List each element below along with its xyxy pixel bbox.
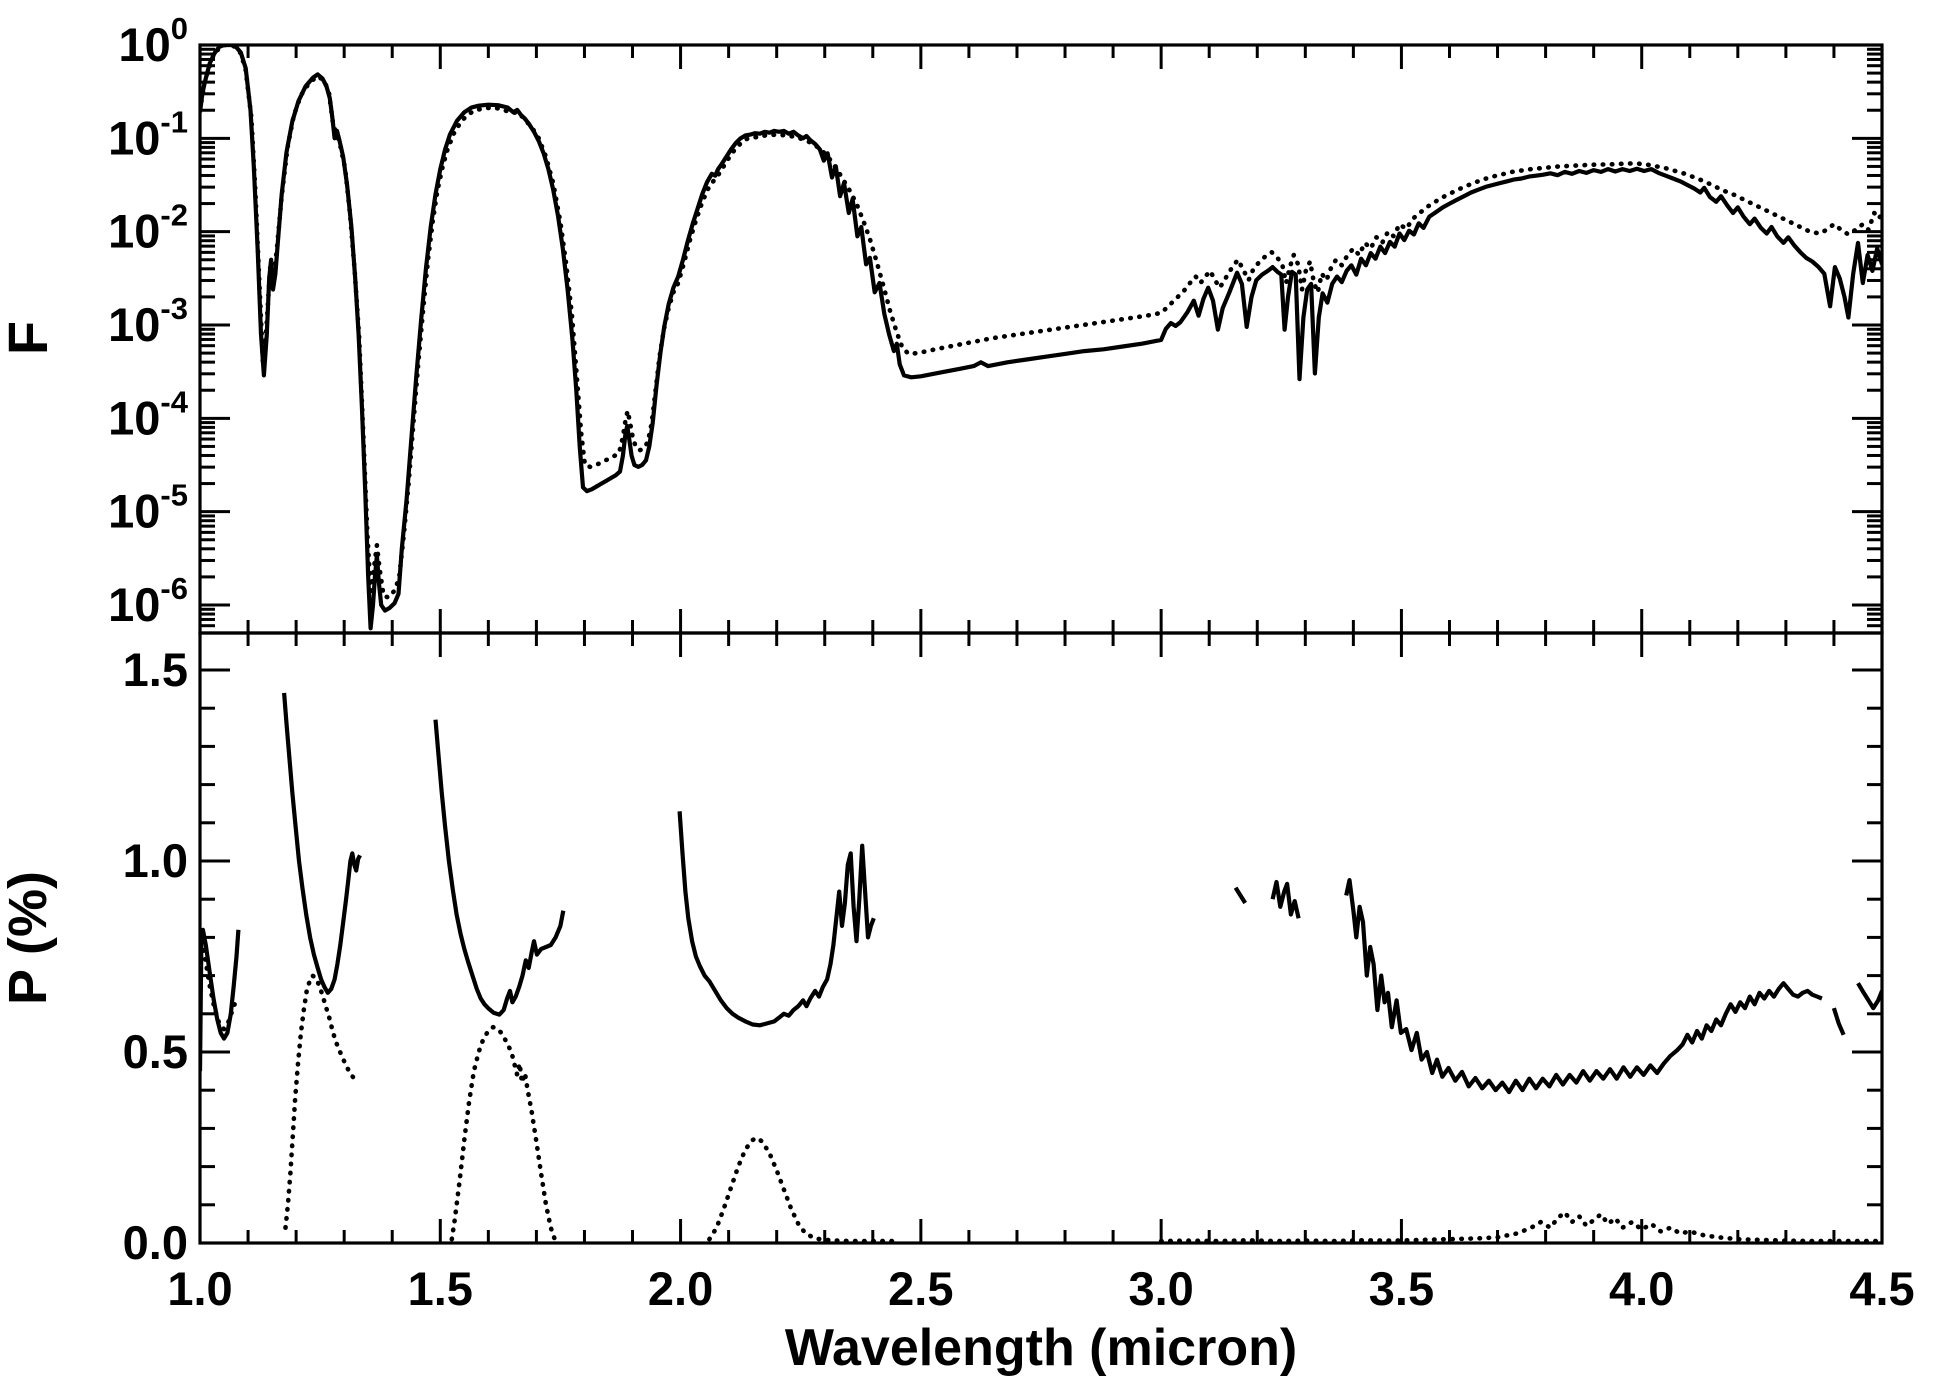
wavelength-tick-label: 2.5 <box>888 1262 953 1315</box>
polarization-dotted-curve-2 <box>449 1024 557 1242</box>
x-axis-ticks <box>198 45 1884 1243</box>
wavelength-tick-label: 2.0 <box>648 1262 713 1315</box>
wavelength-tick-label: 1.0 <box>167 1262 232 1315</box>
flux-y-ticks <box>200 43 1882 628</box>
polarization-solid-curve-4 <box>1233 886 1247 905</box>
polarization-tick-labels: 0.0 0.5 1.0 1.5 <box>123 643 188 1269</box>
polarization-solid-curve-0 <box>200 927 241 1072</box>
polarization-dotted-curve-1 <box>283 973 359 1230</box>
wavelength-axis-title: Wavelength (micron) <box>784 1319 1298 1377</box>
flux-tick-label: 10-5 <box>108 478 188 538</box>
polarization-solid-curve-3 <box>677 811 876 1028</box>
polarization-solid-curve-2 <box>433 719 566 1017</box>
polarization-solid-curve-8 <box>1856 982 1882 1011</box>
polarization-dotted-curve-0 <box>200 938 237 1032</box>
polarization-solid-curve-5 <box>1270 879 1301 919</box>
wavelength-tick-label: 3.5 <box>1369 1262 1434 1315</box>
polarization-tick-label: 0.5 <box>123 1025 188 1078</box>
polarization-dotted-curve-4 <box>1158 1210 1882 1243</box>
flux-tick-label: 10-6 <box>108 571 188 631</box>
wavelength-tick-labels: 1.0 1.5 2.0 2.5 3.0 3.5 4.0 4.5 <box>167 1262 1914 1315</box>
polarization-tick-label: 1.0 <box>123 834 188 887</box>
wavelength-tick-label: 3.0 <box>1128 1262 1193 1315</box>
flux-solid-curve-0 <box>200 45 1882 631</box>
flux-tick-label: 10-1 <box>108 104 188 164</box>
wavelength-tick-label: 1.5 <box>408 1262 473 1315</box>
flux-tick-label: 10-3 <box>108 291 188 351</box>
polarization-axis-title: P (%) <box>0 870 58 1006</box>
wavelength-tick-label: 4.5 <box>1849 1262 1914 1315</box>
flux-axis-title: F <box>0 320 59 356</box>
polarization-solid-curve-6 <box>1344 878 1823 1095</box>
flux-tick-labels: 100 10-1 10-2 10-3 10-4 10-5 10-6 <box>108 11 189 631</box>
polarization-tick-label: 0.0 <box>123 1216 188 1269</box>
polarization-tick-label: 1.5 <box>123 643 188 696</box>
polarization-dotted-curve-3 <box>707 1135 895 1243</box>
flux-tick-label: 100 <box>118 11 188 71</box>
flux-tick-label: 10-4 <box>108 384 189 444</box>
wavelength-tick-label: 4.0 <box>1609 1262 1674 1315</box>
flux-dotted-curve-0 <box>200 45 1882 600</box>
polarization-solid-curve-1 <box>282 692 362 995</box>
flux-tick-label: 10-2 <box>108 198 188 258</box>
polarization-solid-curve-7 <box>1831 1007 1846 1036</box>
